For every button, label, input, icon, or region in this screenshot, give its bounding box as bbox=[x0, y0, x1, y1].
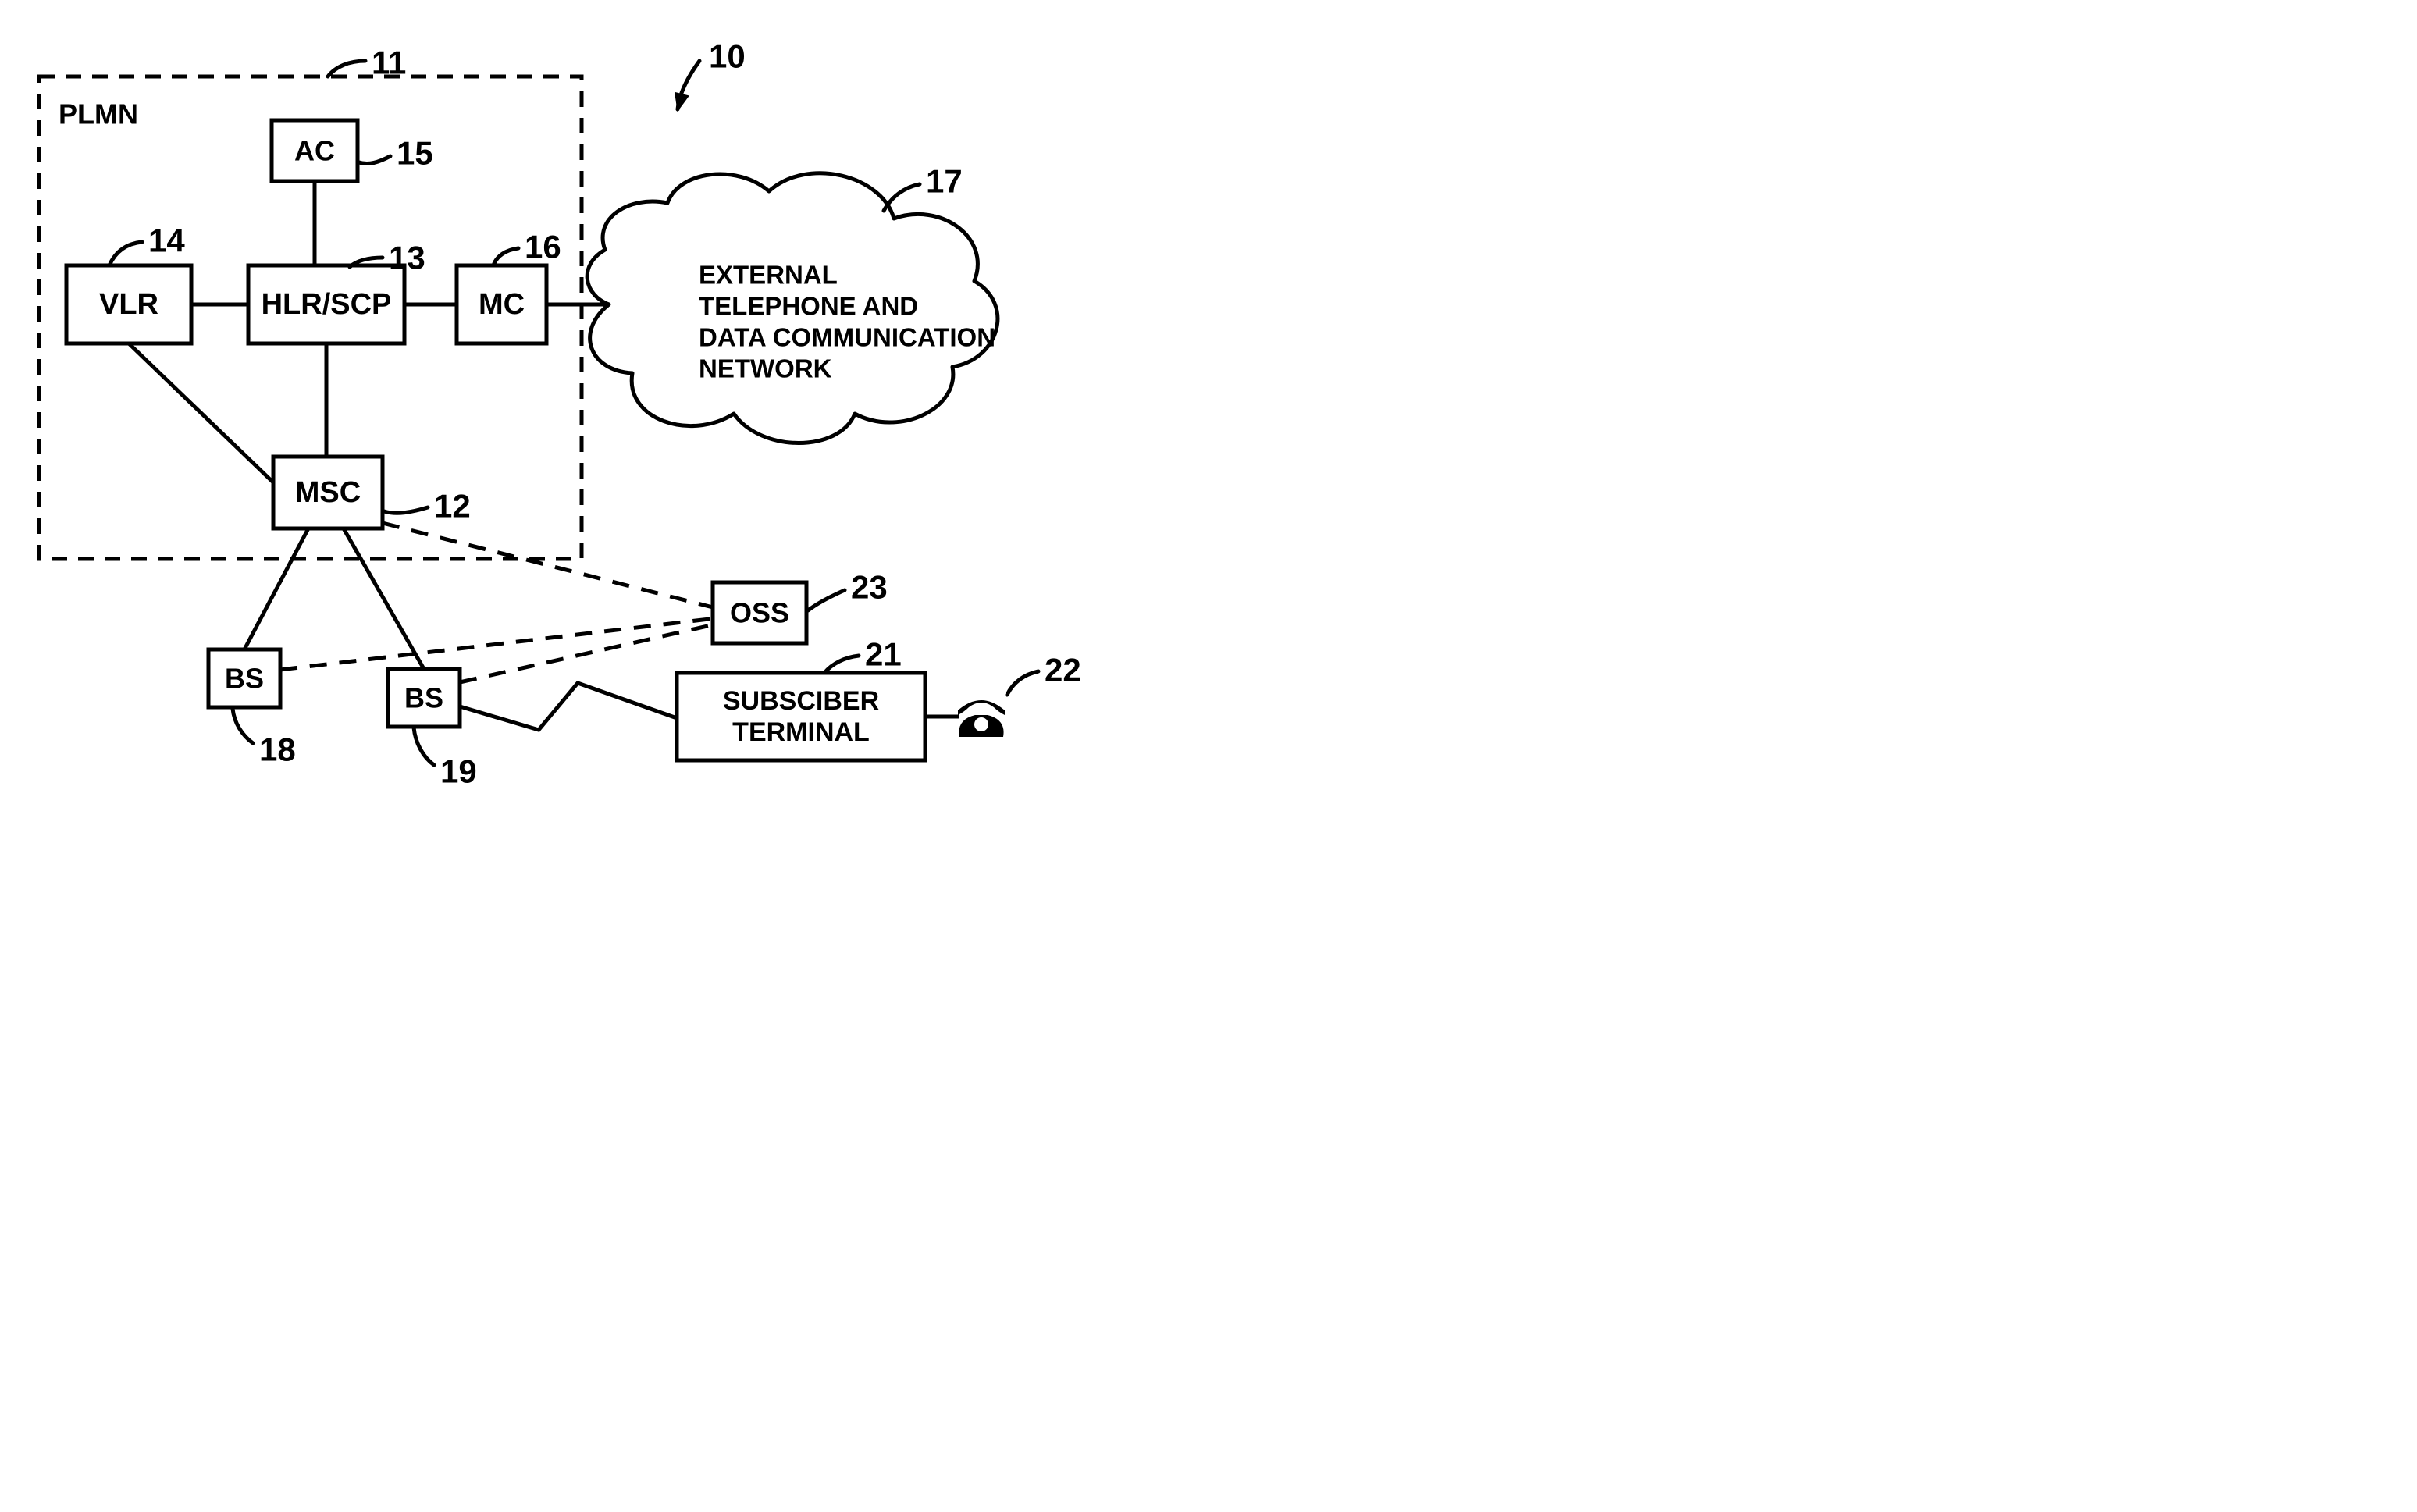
ref-16: 16 bbox=[525, 229, 561, 265]
leader-19 bbox=[414, 728, 434, 765]
ref-14: 14 bbox=[148, 222, 185, 259]
leader-11 bbox=[328, 61, 365, 76]
ref-13: 13 bbox=[389, 240, 425, 276]
ref-10: 10 bbox=[709, 38, 746, 75]
svg-text:BS: BS bbox=[404, 682, 443, 714]
svg-text:TERMINAL: TERMINAL bbox=[732, 717, 870, 747]
svg-text:VLR: VLR bbox=[99, 288, 158, 321]
ref-22: 22 bbox=[1045, 652, 1081, 688]
svg-text:SUBSCIBER: SUBSCIBER bbox=[723, 686, 879, 716]
leader-18 bbox=[233, 709, 253, 743]
svg-text:EXTERNAL: EXTERNAL bbox=[699, 261, 838, 290]
ref-17: 17 bbox=[926, 163, 963, 200]
svg-text:AC: AC bbox=[294, 135, 335, 167]
leader-22 bbox=[1007, 671, 1038, 695]
ref-12: 12 bbox=[434, 488, 471, 525]
leader-12 bbox=[384, 507, 428, 513]
ref-23: 23 bbox=[851, 569, 888, 606]
leader-14 bbox=[109, 242, 142, 265]
ref-11: 11 bbox=[372, 44, 406, 81]
ref-15: 15 bbox=[397, 135, 433, 172]
leader-21 bbox=[824, 656, 859, 673]
ref-18: 18 bbox=[259, 731, 296, 768]
svg-text:OSS: OSS bbox=[730, 597, 789, 629]
svg-text:PLMN: PLMN bbox=[59, 98, 138, 130]
leader-23 bbox=[808, 590, 845, 610]
svg-text:BS: BS bbox=[225, 663, 264, 695]
leader-16 bbox=[493, 248, 518, 265]
svg-text:MSC: MSC bbox=[295, 476, 361, 509]
leader-15 bbox=[359, 156, 390, 164]
ref-21: 21 bbox=[865, 636, 902, 673]
ref-19: 19 bbox=[440, 753, 477, 788]
phone-icon bbox=[958, 700, 1005, 737]
svg-text:MC: MC bbox=[479, 288, 525, 321]
svg-text:TELEPHONE AND: TELEPHONE AND bbox=[699, 292, 918, 321]
svg-text:HLR/SCP: HLR/SCP bbox=[262, 288, 392, 321]
svg-text:NETWORK: NETWORK bbox=[699, 354, 832, 383]
svg-text:DATA COMMUNICATION: DATA COMMUNICATION bbox=[699, 323, 995, 352]
